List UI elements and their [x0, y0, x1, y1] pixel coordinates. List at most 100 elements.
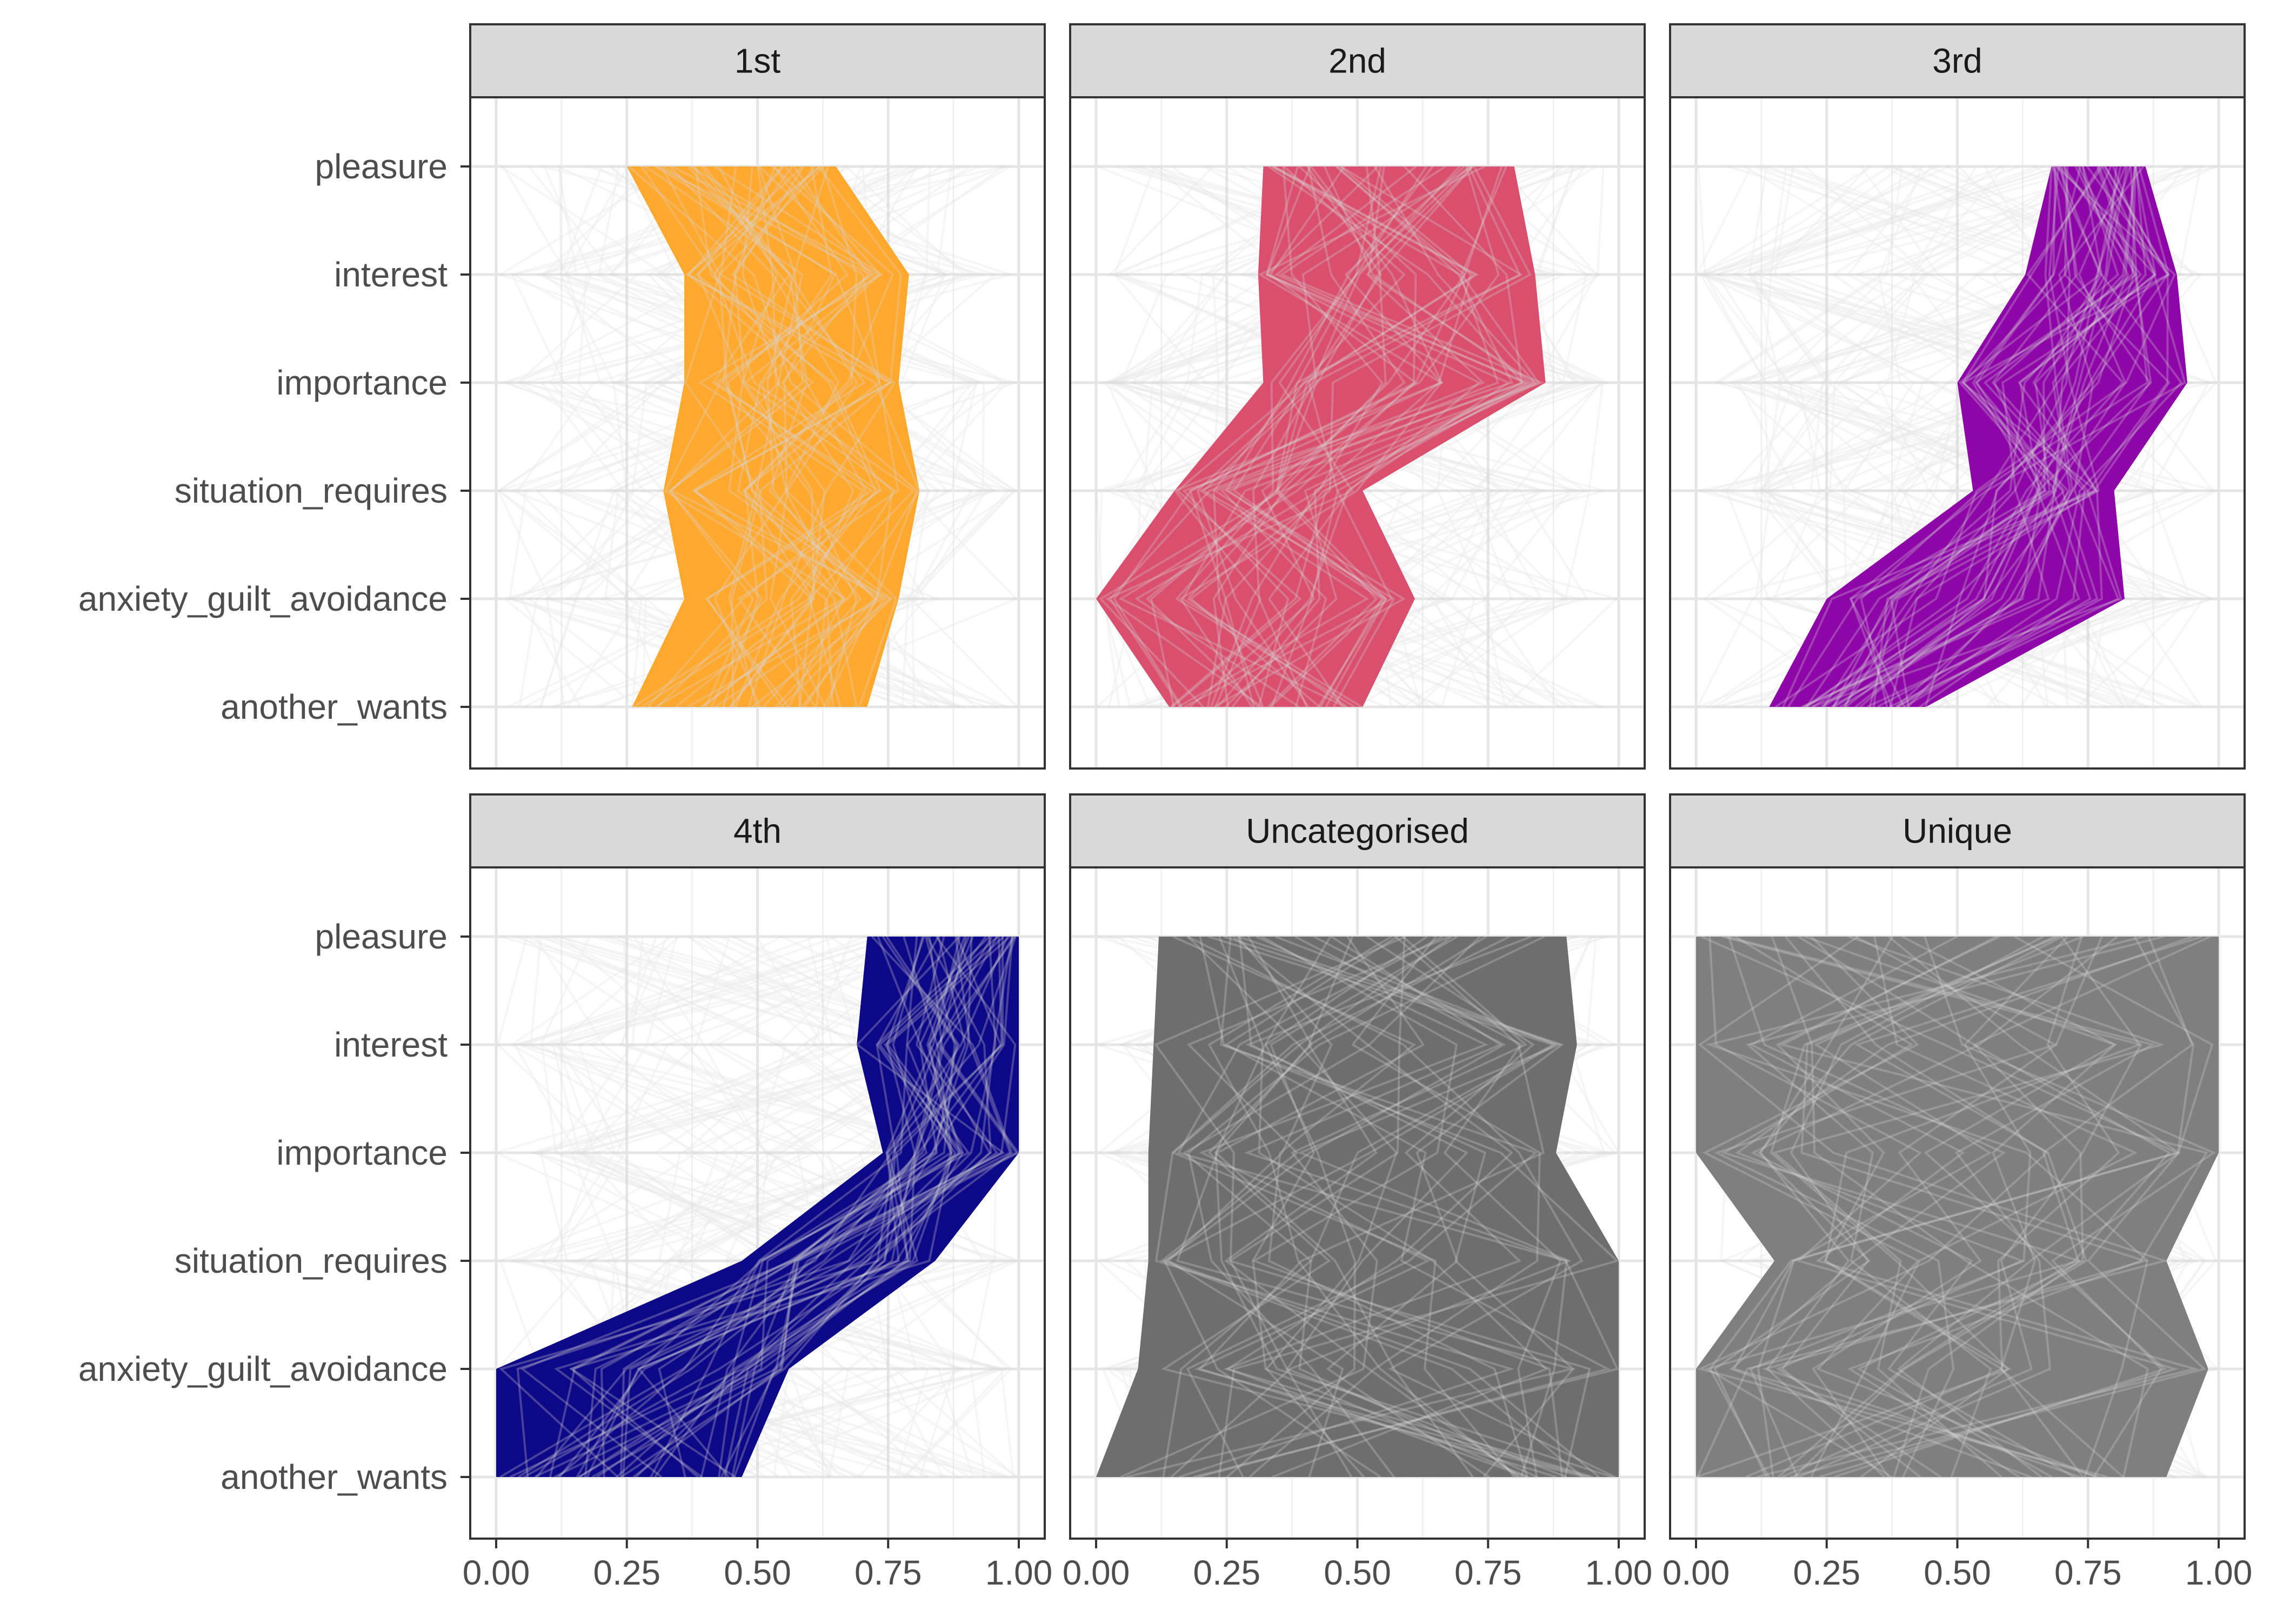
- cluster-line: [1811, 936, 2103, 1478]
- cluster-line: [1145, 165, 1524, 708]
- cluster-line: [1903, 166, 2129, 708]
- cluster-line: [1907, 166, 2074, 708]
- cluster-line: [1834, 166, 2101, 708]
- cluster-line: [1777, 935, 2171, 1478]
- cluster-band: [626, 166, 920, 707]
- cluster-line: [1849, 165, 2186, 707]
- cluster-line: [1757, 935, 2056, 1478]
- background-line: [1120, 165, 1540, 708]
- cluster-line: [653, 935, 958, 1478]
- background-line: [505, 165, 974, 708]
- cluster-lines: [1120, 935, 1619, 1478]
- cluster-line: [1171, 165, 1479, 708]
- cluster-line: [1822, 166, 2135, 708]
- cluster-line: [516, 935, 960, 1478]
- cluster-line: [1832, 166, 2136, 707]
- cluster-line: [1181, 165, 1514, 707]
- cluster-line: [1218, 936, 1548, 1478]
- cluster-line: [692, 165, 858, 707]
- cluster-line: [1207, 935, 1556, 1478]
- cluster-line: [1787, 166, 2118, 708]
- cluster-line: [1888, 935, 2181, 1478]
- cluster-line: [720, 936, 1002, 1478]
- cluster-lines: [1775, 165, 2186, 708]
- cluster-line: [1170, 165, 1524, 708]
- cluster-line: [1721, 935, 2142, 1478]
- cluster-line: [669, 165, 845, 707]
- cluster-line: [1201, 165, 1474, 707]
- cluster-line: [1748, 935, 2199, 1478]
- background-line: [522, 935, 965, 1478]
- cluster-line: [1697, 935, 2108, 1478]
- cluster-line: [1775, 935, 2084, 1478]
- cluster-line: [731, 165, 892, 707]
- cluster-line: [1154, 935, 1514, 1478]
- cluster-line: [1237, 935, 1564, 1478]
- cluster-line: [1735, 935, 2193, 1478]
- cluster-line: [1919, 166, 2137, 708]
- cluster-line: [1896, 166, 2157, 708]
- cluster-line: [1793, 935, 2202, 1478]
- cluster-line: [686, 165, 885, 708]
- cluster-line: [1189, 166, 1532, 708]
- cluster-line: [1804, 165, 2125, 708]
- y-tick-label: situation_requires: [175, 1241, 448, 1280]
- cluster-line: [1860, 166, 2149, 707]
- cluster-line: [1842, 165, 2101, 708]
- cluster-line: [1889, 166, 2071, 707]
- cluster-line: [1780, 935, 2044, 1478]
- x-tick-label: 0.50: [1324, 1553, 1391, 1592]
- background-line: [559, 935, 961, 1478]
- cluster-lines: [499, 935, 1020, 1478]
- cluster-line: [1161, 935, 1586, 1478]
- cluster-line: [1173, 165, 1465, 707]
- cluster-line: [596, 936, 961, 1478]
- cluster-line: [620, 936, 1013, 1478]
- cluster-line: [1872, 165, 2169, 707]
- cluster-line: [1126, 935, 1577, 1478]
- cluster-line: [534, 936, 956, 1478]
- cluster-line: [1702, 935, 2097, 1478]
- cluster-lines: [1696, 935, 2216, 1478]
- cluster-line: [536, 936, 966, 1478]
- cluster-line: [1178, 165, 1443, 708]
- cluster-line: [1856, 935, 2211, 1478]
- cluster-line: [1217, 165, 1511, 708]
- y-tick-label: interest: [334, 1025, 448, 1064]
- cluster-line: [1213, 165, 1434, 708]
- cluster-line: [1226, 935, 1428, 1478]
- cluster-line: [523, 935, 991, 1478]
- cluster-line: [1210, 165, 1472, 707]
- x-tick-label: 0.00: [1063, 1553, 1130, 1592]
- cluster-line: [1801, 166, 2170, 708]
- cluster-line: [1187, 935, 1545, 1478]
- cluster-line: [1782, 166, 2171, 707]
- cluster-line: [586, 936, 1009, 1478]
- cluster-line: [1895, 166, 2151, 708]
- background-line: [516, 165, 972, 708]
- facet-panel: 4th pleasure interest importance situation_r…: [78, 793, 1052, 1592]
- cluster-line: [669, 166, 804, 707]
- cluster-line: [1897, 166, 2183, 708]
- background-line: [515, 935, 1005, 1478]
- background-line: [497, 165, 948, 708]
- cluster-band: [1096, 937, 1619, 1477]
- cluster-line: [1822, 166, 2082, 708]
- facet-title: 4th: [733, 812, 782, 851]
- background-line: [1757, 165, 2163, 708]
- cluster-line: [1810, 936, 2138, 1478]
- cluster-line: [662, 165, 898, 707]
- cluster-band: [1769, 166, 2187, 707]
- cluster-line: [1251, 935, 1564, 1478]
- background-line: [1708, 166, 2153, 708]
- facet-title: Unique: [1902, 812, 2012, 851]
- cluster-line: [591, 936, 1012, 1478]
- cluster-line: [1179, 165, 1486, 708]
- cluster-line: [668, 165, 814, 707]
- facet-strip: [1669, 793, 2246, 868]
- cluster-line: [1172, 935, 1528, 1478]
- cluster-line: [1789, 935, 2214, 1478]
- cluster-line: [1749, 935, 2068, 1478]
- background-line: [542, 935, 997, 1478]
